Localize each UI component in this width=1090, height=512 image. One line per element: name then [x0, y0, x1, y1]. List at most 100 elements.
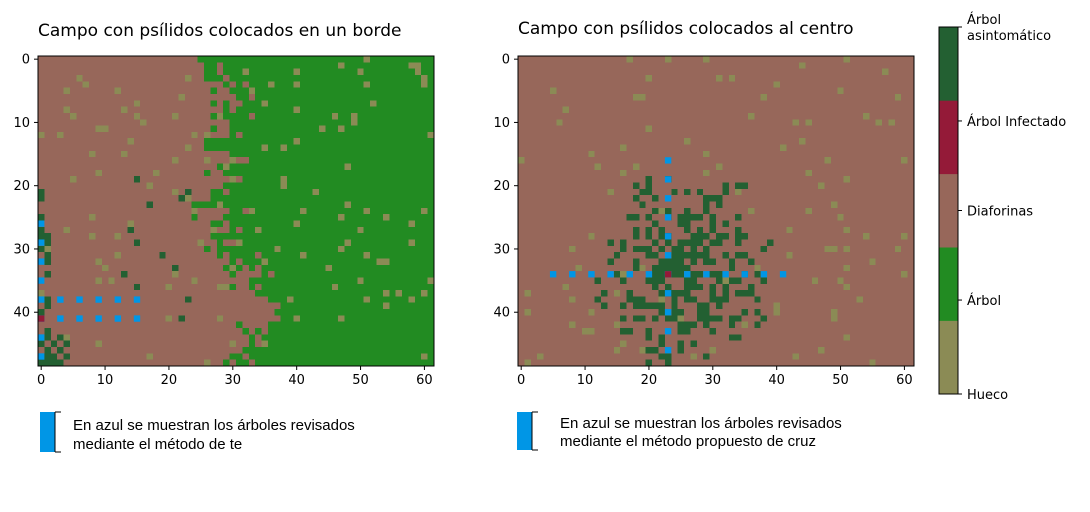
heatmap-cell [882, 239, 889, 246]
heatmap-cell [581, 125, 589, 132]
heatmap-cell [89, 302, 96, 310]
heatmap-cell [907, 176, 915, 183]
heatmap-cell [287, 334, 294, 341]
heatmap-cell [722, 93, 729, 101]
heatmap-cell [792, 157, 800, 164]
heatmap-cell [395, 176, 403, 183]
heatmap-cell [146, 258, 154, 265]
heatmap-cell [287, 119, 294, 126]
heatmap-cell [172, 239, 179, 246]
heatmap-cell [562, 131, 570, 139]
heatmap-cell [306, 201, 313, 208]
heatmap-cell [395, 359, 403, 367]
heatmap-cell [331, 309, 339, 316]
heatmap-cell [875, 100, 883, 107]
heatmap-cell [50, 245, 58, 253]
heatmap-cell [140, 214, 147, 221]
heatmap-cell [402, 321, 409, 329]
heatmap-cell [382, 258, 390, 265]
heatmap-cell [287, 195, 294, 202]
heatmap-cell [882, 188, 889, 196]
heatmap-cell [370, 74, 377, 82]
heatmap-cell [82, 239, 90, 246]
heatmap-cell [261, 302, 268, 310]
heatmap-cell [690, 62, 697, 69]
heatmap-cell [242, 214, 249, 221]
heatmap-cell [140, 150, 147, 158]
heatmap-cell [69, 359, 77, 367]
heatmap-cell [108, 93, 115, 101]
heatmap-cell [165, 271, 173, 278]
heatmap-cell [690, 233, 697, 240]
heatmap-cell [172, 347, 179, 354]
heatmap-cell [184, 68, 192, 76]
heatmap-cell [799, 176, 806, 183]
heatmap-cell [101, 296, 109, 303]
heatmap-cell [108, 81, 115, 88]
heatmap-cell [530, 150, 538, 158]
heatmap-cell [127, 347, 134, 354]
heatmap-cell [824, 150, 832, 158]
heatmap-cell [319, 176, 326, 183]
heatmap-cell [312, 226, 320, 234]
heatmap-cell [184, 245, 192, 253]
heatmap-cell [543, 81, 550, 88]
heatmap-cell [338, 201, 345, 208]
heatmap-cell [684, 106, 691, 113]
heatmap-cell [350, 100, 358, 107]
heatmap-cell [236, 283, 243, 291]
cells [518, 56, 915, 367]
heatmap-cell [114, 302, 122, 310]
heatmap-cell [140, 100, 147, 107]
heatmap-cell [50, 188, 58, 196]
heatmap-cell [716, 93, 723, 101]
heatmap-cell [82, 68, 90, 76]
heatmap-cell [197, 188, 205, 196]
heatmap-cell [843, 201, 851, 208]
heatmap-cell [530, 245, 538, 253]
heatmap-cell [178, 309, 185, 316]
heatmap-cell [331, 74, 339, 82]
heatmap-cell [658, 131, 665, 139]
heatmap-cell [312, 201, 320, 208]
heatmap-cell [811, 106, 819, 113]
heatmap-cell [299, 119, 307, 126]
heatmap-cell [204, 214, 211, 221]
heatmap-cell [703, 176, 710, 183]
heatmap-cell [82, 157, 90, 164]
heatmap-cell [172, 340, 179, 348]
heatmap-cell [82, 277, 90, 284]
heatmap-cell [363, 264, 371, 272]
heatmap-cell [524, 188, 531, 196]
heatmap-cell [613, 182, 621, 189]
heatmap-cell [901, 106, 908, 113]
heatmap-cell [69, 245, 77, 253]
heatmap-cell [255, 119, 262, 126]
heatmap-cell [850, 138, 857, 145]
heatmap-cell [76, 112, 83, 120]
heatmap-cell [229, 176, 237, 183]
heatmap-cell [549, 195, 557, 202]
heatmap-cell [50, 119, 58, 126]
heatmap-cell [894, 207, 902, 215]
heatmap-cell [837, 220, 844, 227]
heatmap-cell [421, 93, 428, 101]
heatmap-cell [44, 296, 51, 303]
heatmap-cell [127, 340, 134, 348]
heatmap-cell [395, 258, 403, 265]
heatmap-cell [537, 131, 544, 139]
heatmap-cell [901, 119, 908, 126]
heatmap-cell [101, 176, 109, 183]
heatmap-cell [172, 353, 179, 360]
heatmap-cell [581, 163, 589, 170]
heatmap-cell [223, 347, 230, 354]
heatmap-cell [312, 157, 320, 164]
heatmap-cell [805, 56, 812, 63]
heatmap-cell [690, 201, 697, 208]
heatmap-cell [882, 207, 889, 215]
heatmap-cell [178, 195, 185, 202]
heatmap-cell [236, 87, 243, 95]
heatmap-cell [843, 226, 851, 234]
heatmap-cell [421, 87, 428, 95]
y-tick-label: 40 [13, 306, 30, 321]
